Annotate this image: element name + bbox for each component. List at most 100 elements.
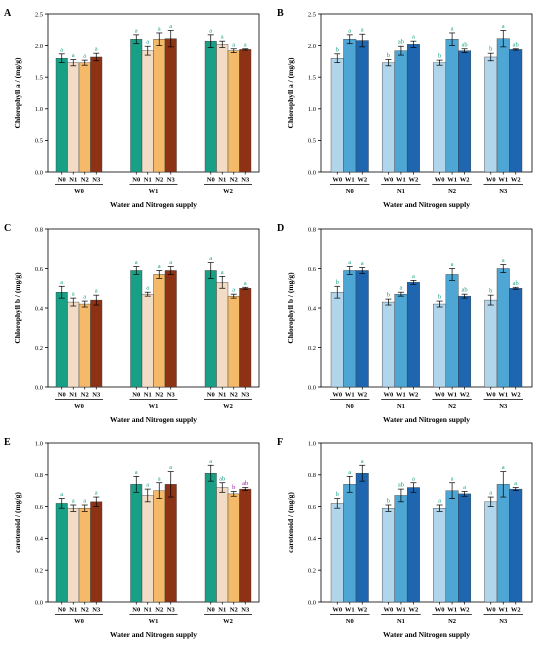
- bar: [445, 39, 459, 173]
- significance-label: a: [60, 491, 63, 498]
- x-tick-label: N2: [155, 177, 163, 184]
- x-tick-label: W1: [498, 177, 508, 184]
- significance-label: a: [244, 41, 247, 48]
- x-tick-label: W2: [357, 607, 367, 614]
- group-label: N0: [346, 403, 354, 410]
- y-axis-label: Chlorophyll b / (mg/g): [13, 272, 22, 344]
- significance-label: a: [361, 458, 364, 465]
- x-tick-label: W0: [435, 607, 445, 614]
- significance-label: a: [412, 34, 415, 41]
- bar: [164, 38, 177, 173]
- significance-label: b: [438, 53, 441, 60]
- x-tick-label: N3: [241, 392, 250, 399]
- x-tick-label: W0: [486, 392, 496, 399]
- bar: [484, 56, 498, 173]
- significance-label: a: [95, 288, 98, 295]
- x-tick-label: N0: [58, 392, 66, 399]
- x-tick-label: W0: [435, 392, 445, 399]
- x-tick-label: W1: [345, 392, 355, 399]
- y-axis-label: Chlorophyll a / (mg/g): [13, 57, 22, 128]
- group-label: N2: [448, 188, 456, 195]
- x-tick-label: W2: [409, 392, 419, 399]
- group-label: N3: [499, 403, 508, 410]
- bar: [433, 62, 447, 173]
- significance-label: a: [146, 285, 149, 292]
- bar: [164, 270, 177, 388]
- x-axis-label: Water and Nitrogen supply: [110, 630, 197, 639]
- x-tick-label: N2: [230, 177, 238, 184]
- y-tick-label: 0.4: [308, 305, 317, 312]
- x-axis-label: Water and Nitrogen supply: [383, 415, 470, 424]
- bar: [164, 484, 177, 603]
- bar: [239, 488, 252, 603]
- x-tick-label: N1: [144, 177, 152, 184]
- bar: [458, 493, 472, 603]
- bar: [458, 50, 472, 173]
- x-tick-label: W0: [384, 607, 394, 614]
- significance-label: a: [158, 263, 161, 270]
- x-tick-label: N0: [207, 177, 215, 184]
- significance-label: a: [158, 25, 161, 32]
- y-tick-label: 0.8: [35, 226, 43, 233]
- x-tick-label: N0: [58, 607, 66, 614]
- y-tick-label: 1.5: [308, 75, 316, 82]
- x-tick-label: N3: [167, 392, 176, 399]
- bar: [509, 488, 523, 603]
- x-tick-label: W2: [511, 392, 521, 399]
- x-tick-label: N1: [69, 177, 77, 184]
- bar: [153, 274, 166, 388]
- y-tick-label: 0.4: [308, 536, 317, 543]
- significance-label: a: [169, 259, 172, 266]
- panel-letter: C: [4, 223, 11, 234]
- significance-label: ab: [513, 41, 519, 48]
- group-label: N1: [397, 618, 405, 625]
- y-tick-label: 0.0: [35, 384, 43, 391]
- x-tick-label: N2: [155, 607, 163, 614]
- bar: [330, 292, 344, 388]
- significance-label: b: [387, 498, 390, 505]
- significance-label: a: [361, 27, 364, 34]
- x-tick-label: W1: [396, 607, 406, 614]
- significance-label: ab: [513, 280, 519, 287]
- x-axis-label: Water and Nitrogen supply: [383, 630, 470, 639]
- group-label: W1: [149, 403, 159, 410]
- bar: [496, 38, 510, 173]
- significance-label: a: [95, 490, 98, 497]
- x-tick-label: N0: [132, 177, 140, 184]
- bar: [355, 473, 369, 603]
- group-label: N2: [448, 618, 456, 625]
- bar: [227, 50, 240, 173]
- significance-label: a: [361, 260, 364, 267]
- x-tick-label: N3: [167, 607, 176, 614]
- y-tick-label: 0.8: [308, 472, 316, 479]
- y-tick-label: 0.0: [308, 599, 316, 606]
- panel-letter: D: [277, 223, 284, 234]
- bar: [78, 507, 91, 603]
- x-tick-label: W0: [486, 177, 496, 184]
- significance-label: a: [72, 498, 75, 505]
- x-tick-label: N0: [207, 607, 215, 614]
- bar: [227, 493, 240, 603]
- bar: [355, 270, 369, 388]
- group-label: W1: [149, 188, 159, 195]
- bar: [343, 39, 357, 173]
- bar: [458, 295, 472, 388]
- bar: [55, 292, 68, 388]
- bar: [343, 484, 357, 603]
- significance-label: a: [209, 458, 212, 465]
- plot-frame: [320, 442, 533, 603]
- x-tick-label: N3: [241, 607, 250, 614]
- y-tick-label: 2.0: [35, 43, 43, 50]
- bar: [204, 270, 217, 388]
- bar: [90, 501, 103, 603]
- bar: [130, 39, 143, 173]
- bar: [78, 303, 91, 388]
- x-tick-label: N2: [81, 607, 89, 614]
- significance-label: a: [158, 475, 161, 482]
- x-tick-label: N1: [218, 177, 226, 184]
- bar: [509, 288, 523, 388]
- significance-label: b: [387, 52, 390, 59]
- bar: [381, 301, 395, 388]
- significance-label: a: [209, 27, 212, 34]
- x-tick-label: W1: [498, 392, 508, 399]
